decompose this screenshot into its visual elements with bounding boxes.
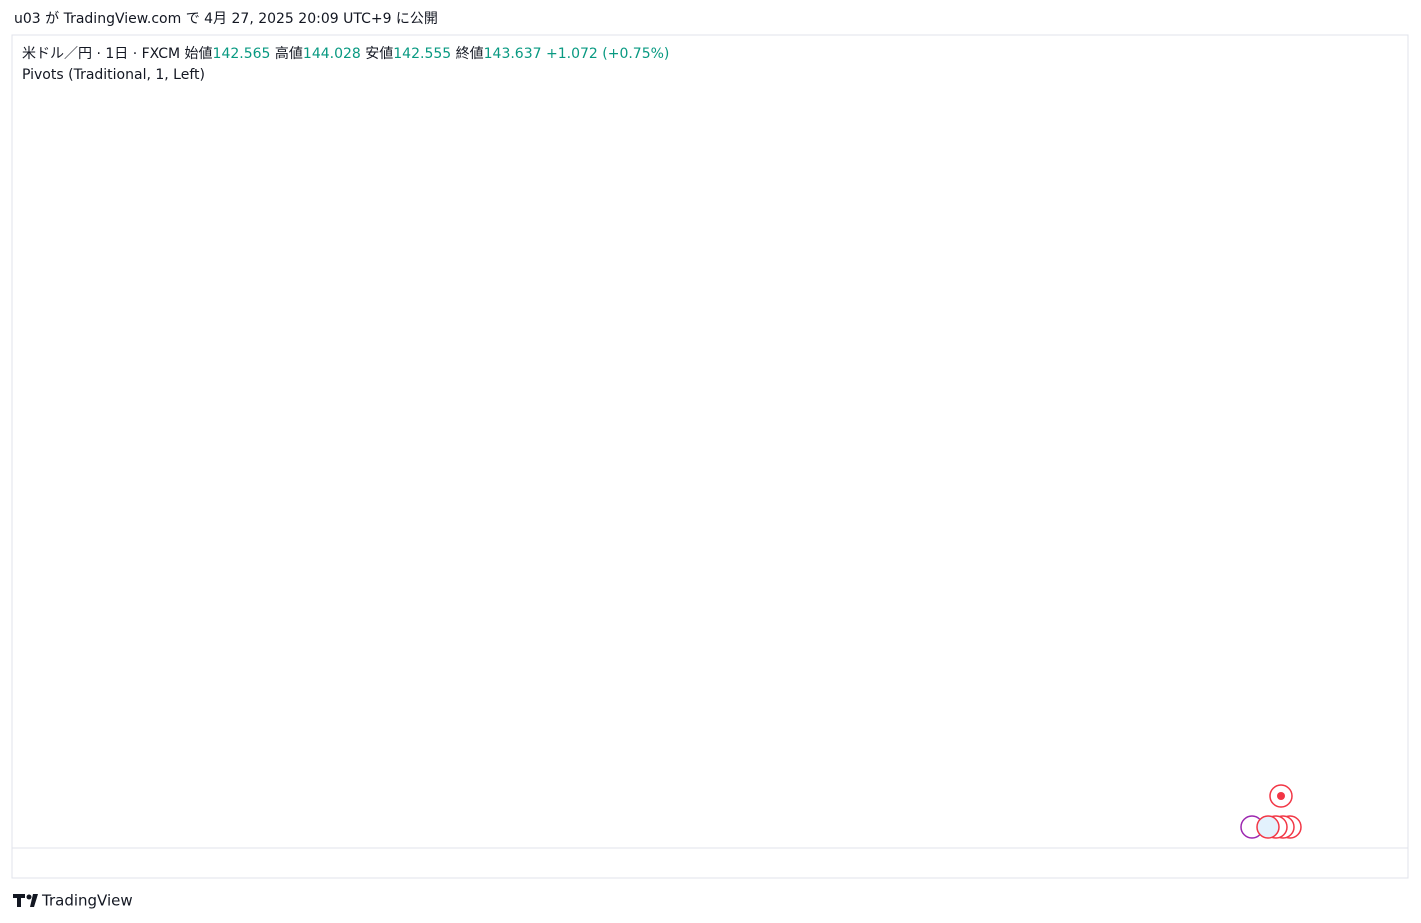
logo	[13, 894, 38, 907]
close-value: 143.637	[484, 46, 542, 62]
change-pct: (+0.75%)	[602, 46, 669, 62]
symbol: 米ドル／円 · 1日 · FXCM	[22, 46, 180, 62]
publisher: u03 が TradingView.com で 4月 27, 2025 20:0…	[14, 11, 438, 27]
indicator: Pivots (Traditional, 1, Left)	[22, 67, 205, 83]
ohlc-label: 高値	[275, 45, 303, 62]
change: +1.072	[546, 46, 598, 62]
brand: TradingView	[41, 892, 133, 910]
high-value: 144.028	[303, 46, 361, 62]
ohlc-label: 始値	[185, 46, 213, 62]
low-value: 142.555	[393, 46, 451, 62]
ohlc-label: 安値	[365, 46, 393, 62]
event-icons	[1240, 784, 1302, 839]
frame	[11, 34, 1409, 879]
ohlc-label: 終値	[456, 46, 484, 62]
legend-line: 米ドル／円 · 1日 · FXCM 始値142.565 高値144.028 安値…	[22, 45, 669, 62]
open-value: 142.565	[213, 46, 271, 62]
